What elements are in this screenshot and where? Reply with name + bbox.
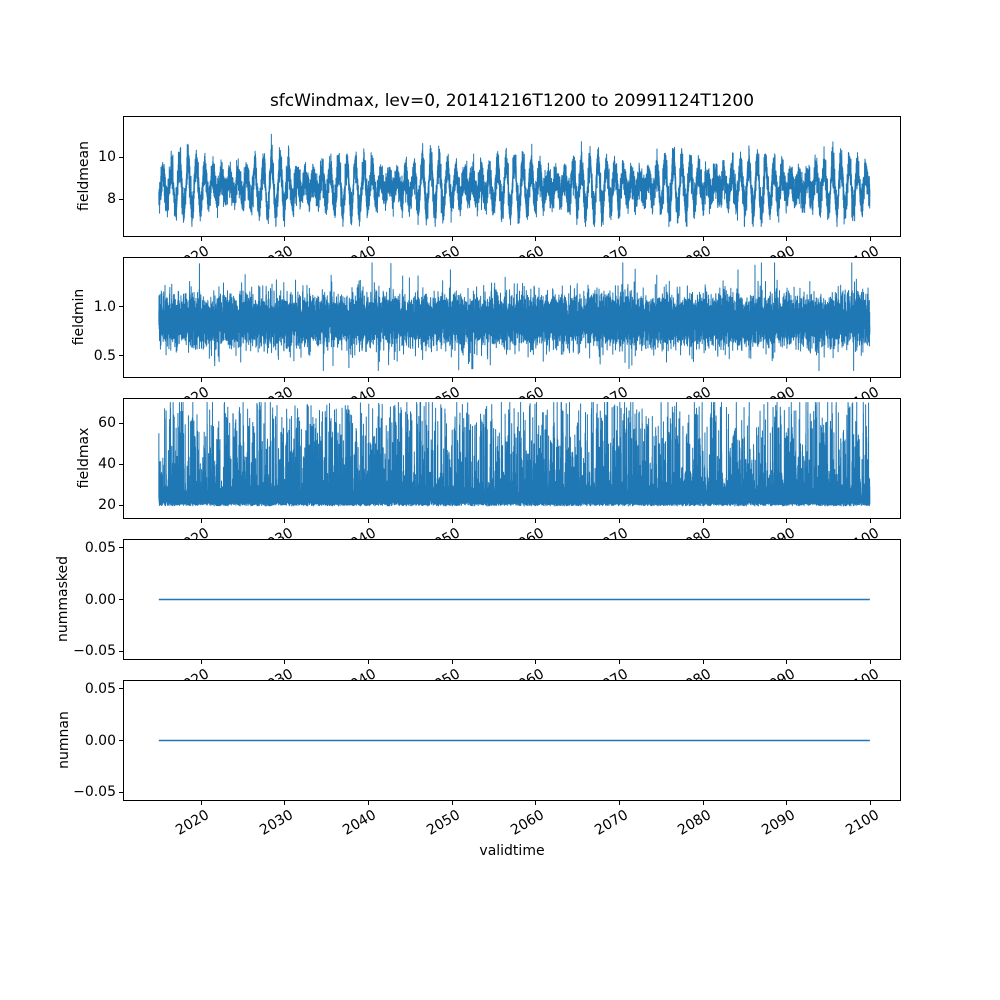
x-tick-mark [702,660,704,664]
y-tick-label: 0.00 [84,732,116,749]
x-tick-mark [200,378,202,382]
y-tick-mark [119,422,123,424]
x-tick-mark [284,378,286,382]
plot-canvas-fieldmin [124,258,900,377]
x-tick-mark [702,237,704,241]
x-tick-mark [284,801,286,805]
y-tick-mark [119,740,123,741]
x-axis-label: validtime [479,843,545,859]
x-tick-mark [619,801,621,805]
plot-canvas-nummasked [124,540,900,659]
plot-canvas-numnan [124,681,900,800]
x-tick-mark [284,237,286,241]
axes-fieldmean: 202020302040205020602070208020902100810 [98,116,901,275]
y-tick-label: 10 [98,149,116,166]
y-tick-mark [119,599,123,600]
x-tick-label: 2080 [675,807,715,839]
y-tick-mark [119,355,123,357]
x-tick-mark [870,660,872,664]
y-tick-mark [119,504,123,506]
y-tick-mark [119,547,123,549]
x-tick-mark [200,660,202,664]
y-tick-label: 20 [98,497,116,514]
x-tick-mark [870,801,872,805]
x-tick-mark [200,801,202,805]
x-tick-mark [284,660,286,664]
y-axis-label-numnan: numnan [56,711,72,769]
x-tick-label: 2100 [842,807,882,839]
axes-fieldmax: 2020203020402050206020702080209021002040… [98,398,901,557]
y-axis-label-nummasked: nummasked [55,555,71,643]
x-tick-mark [451,801,453,805]
x-tick-mark [367,378,369,382]
x-tick-mark [702,378,704,382]
x-tick-mark [535,519,537,523]
y-tick-mark [119,688,123,690]
x-tick-mark [451,519,453,523]
x-tick-mark [200,237,202,241]
plot-canvas-fieldmax [124,399,900,518]
y-tick-label: 8 [107,191,116,208]
x-tick-mark [702,801,704,805]
x-tick-mark [786,237,788,241]
x-tick-mark [535,660,537,664]
x-tick-mark [870,519,872,523]
y-tick-label: 0.05 [84,539,116,556]
x-tick-mark [870,237,872,241]
x-tick-mark [535,237,537,241]
y-tick-label: 1.0 [93,298,116,315]
y-tick-label: 0.5 [93,347,116,364]
y-tick-mark [119,198,123,200]
x-tick-mark [619,237,621,241]
chart-title: sfcWindmax, lev=0, 20141216T1200 to 2099… [269,91,755,111]
y-tick-label: −0.05 [73,784,116,801]
y-axis-label-fieldmean: fieldmean [76,141,92,211]
x-tick-mark [200,519,202,523]
x-tick-mark [619,519,621,523]
axes-fieldmin: 2020203020402050206020702080209021000.51… [94,257,901,416]
x-tick-mark [870,378,872,382]
y-tick-mark [119,306,123,308]
x-tick-mark [786,378,788,382]
x-tick-mark [786,519,788,523]
x-tick-mark [535,801,537,805]
x-tick-mark [619,378,621,382]
x-tick-mark [367,801,369,805]
y-tick-mark [119,791,123,793]
x-tick-mark [451,660,453,664]
y-tick-label: 60 [98,415,116,431]
y-tick-label: 0.05 [84,680,116,697]
x-tick-mark [702,519,704,523]
x-tick-mark [367,237,369,241]
x-tick-mark [535,378,537,382]
y-tick-label: −0.05 [73,643,116,660]
x-tick-mark [284,519,286,523]
y-tick-label: 40 [98,456,116,473]
x-tick-label: 2060 [507,807,547,839]
x-tick-mark [619,660,621,664]
x-tick-mark [367,519,369,523]
axes-numnan: 2020 2030 2040 2050 2060 2070 2080 2090 2100 −0.0… [73,680,901,839]
axes-nummasked: 202020302040205020602070208020902100−0.0… [73,539,901,698]
x-tick-label: 2040 [340,807,380,839]
x-tick-mark [451,378,453,382]
x-tick-label: 2050 [424,807,464,839]
y-axis-label-fieldmin: fieldmin [71,288,87,346]
x-tick-label: 2090 [759,807,798,839]
y-tick-mark [119,156,123,158]
y-axis-label-fieldmax: fieldmax [76,427,92,489]
y-tick-label: 0.00 [84,591,116,608]
x-tick-mark [367,660,369,664]
y-tick-mark [119,650,123,652]
y-tick-mark [119,463,123,465]
plot-canvas-fieldmean [124,117,900,236]
x-tick-label: 2020 [173,807,212,839]
x-tick-mark [786,660,788,664]
x-tick-mark [786,801,788,805]
x-tick-label: 2030 [256,807,296,839]
x-tick-mark [451,237,453,241]
x-tick-label: 2070 [591,807,631,839]
